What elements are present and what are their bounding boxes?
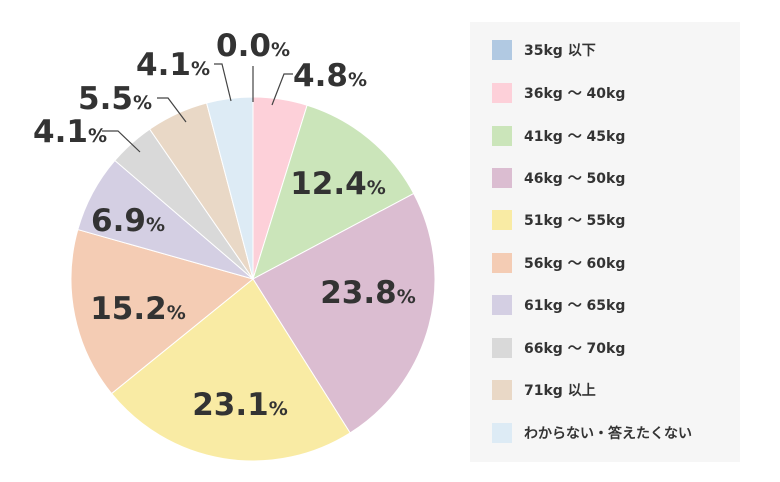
legend-label: 71kg 以上 — [524, 383, 596, 399]
legend-label: 66kg ～ 70kg — [524, 341, 626, 357]
data-label: 15.2% — [90, 291, 186, 327]
data-label: 23.8% — [320, 275, 416, 311]
legend-label: 41kg ～ 45kg — [524, 129, 626, 145]
pie-labels: 0.0%4.8% 12.4% 23.8% 23.1% 15.2% 6.9% 4.1%5.5%… — [33, 28, 416, 423]
data-label: 4.1% — [136, 47, 210, 83]
legend-item-41-45kg: 41kg ～ 45kg — [492, 126, 625, 146]
legend-label: 56kg ～ 60kg — [524, 256, 626, 272]
legend-swatch — [492, 126, 512, 146]
legend-item-51-55kg: 51kg ～ 55kg — [492, 210, 625, 230]
legend-item-unknown-or-no-answer: わからない・答えたくない — [492, 423, 692, 443]
data-label: 0.0% — [216, 28, 290, 64]
legend-item-46-50kg: 46kg ～ 50kg — [492, 168, 625, 188]
legend-label: わからない・答えたくない — [524, 426, 692, 442]
legend: 35kg 以下 36kg ～ 40kg 41kg ～ 45kg 46kg ～ 5… — [470, 22, 740, 462]
data-label: 23.1% — [192, 387, 288, 423]
legend-item-35kg-or-less: 35kg 以下 — [492, 40, 596, 60]
legend-label: 51kg ～ 55kg — [524, 213, 626, 229]
legend-item-36-40kg: 36kg ～ 40kg — [492, 83, 625, 103]
legend-label: 61kg ～ 65kg — [524, 298, 626, 314]
data-label: 4.1% — [33, 114, 107, 150]
legend-swatch — [492, 380, 512, 400]
legend-swatch — [492, 253, 512, 273]
legend-swatch — [492, 423, 512, 443]
legend-swatch — [492, 40, 512, 60]
pie-slice — [252, 104, 415, 281]
legend-item-56-60kg: 56kg ～ 60kg — [492, 253, 625, 273]
leader-line — [214, 63, 232, 102]
data-label: 12.4% — [290, 166, 386, 202]
legend-label: 35kg 以下 — [524, 43, 596, 59]
legend-swatch — [492, 83, 512, 103]
legend-swatch — [492, 295, 512, 315]
leader-line — [102, 130, 141, 153]
legend-item-66-70kg: 66kg ～ 70kg — [492, 338, 625, 358]
data-label: 5.5% — [78, 81, 152, 117]
pie-chart: 0.0%4.8% 12.4% 23.8% 23.1% 15.2% 6.9% 4.1%5.5%… — [33, 28, 436, 462]
leader-line — [157, 97, 187, 123]
pie-slice — [110, 278, 351, 462]
legend-item-61-65kg: 61kg ～ 65kg — [492, 295, 625, 315]
pie-slice — [70, 228, 255, 395]
pie-slice — [252, 192, 436, 434]
leader-lines — [102, 63, 293, 153]
data-label: 4.8% — [293, 58, 367, 94]
legend-item-71kg-or-more: 71kg 以上 — [492, 380, 596, 400]
pie-slices — [70, 96, 436, 462]
leader-line — [271, 73, 293, 106]
legend-label: 46kg ～ 50kg — [524, 171, 626, 187]
data-label: 6.9% — [91, 203, 165, 239]
legend-swatch — [492, 210, 512, 230]
legend-label: 36kg ～ 40kg — [524, 86, 626, 102]
legend-swatch — [492, 168, 512, 188]
legend-swatch — [492, 338, 512, 358]
